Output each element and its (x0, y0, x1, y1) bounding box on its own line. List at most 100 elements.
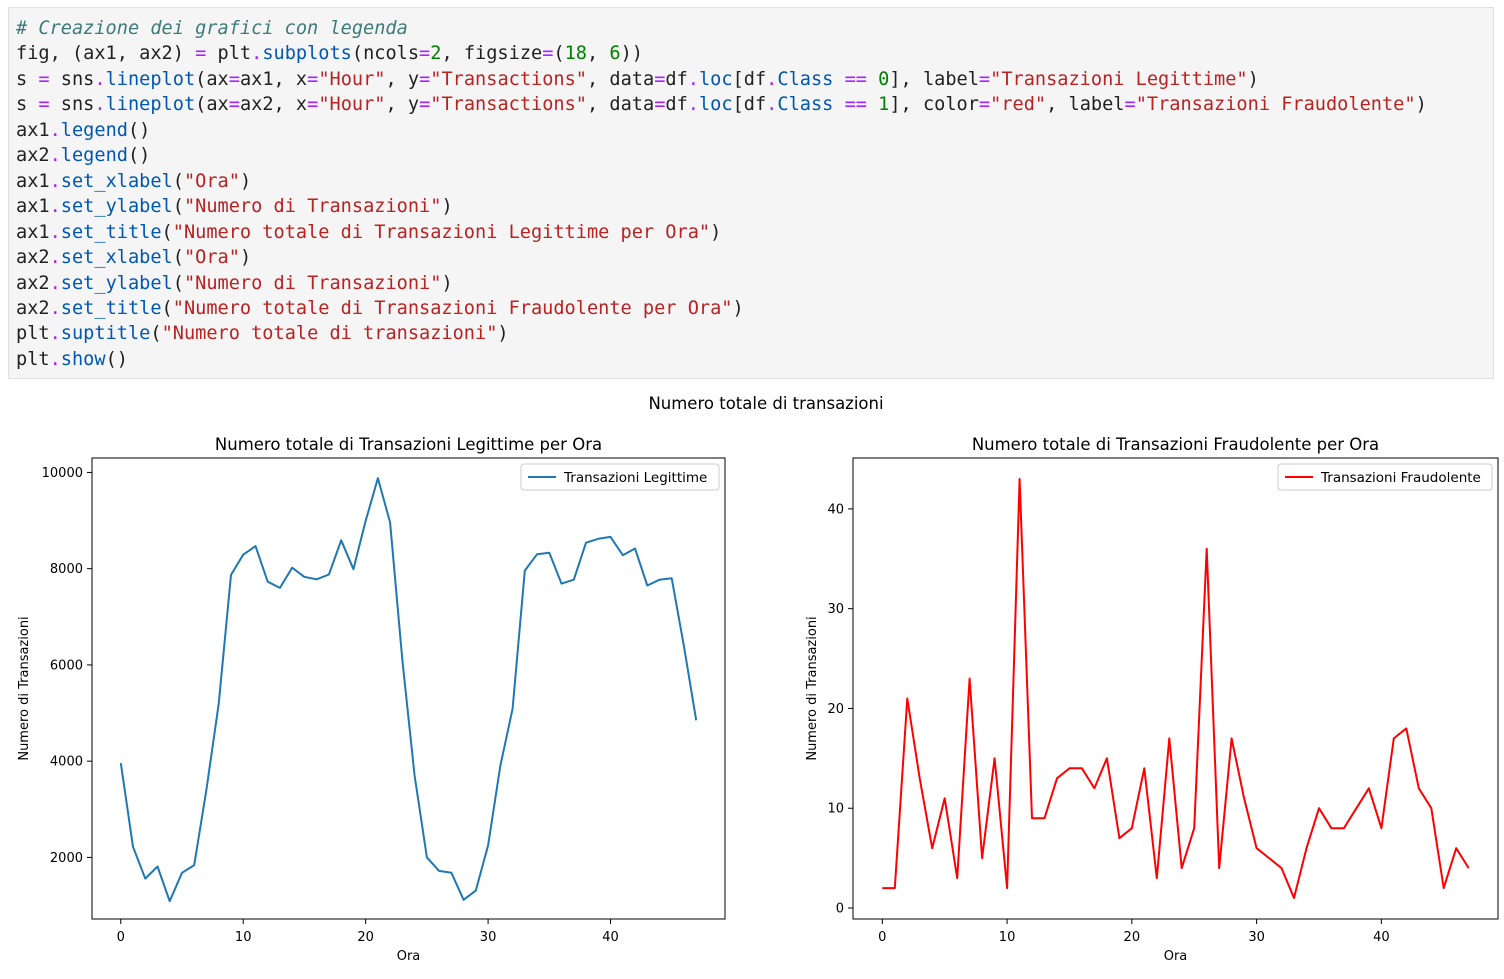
code-token: lineplot (105, 94, 196, 116)
code-token: ( (161, 221, 173, 243)
code-token: = (654, 68, 666, 90)
data-point (1467, 867, 1469, 869)
code-token: "Numero totale di Transazioni Fraudolent… (172, 297, 733, 319)
code-token: , (587, 43, 610, 65)
data-point (426, 856, 428, 858)
code-token: ( (172, 170, 184, 192)
code-token: = (307, 94, 319, 116)
code-token: , y (385, 94, 420, 116)
code-token: loc (698, 94, 733, 116)
code-token: . (49, 196, 61, 218)
code-token: (ax (195, 68, 229, 90)
data-point (181, 872, 183, 874)
code-token: "Ora" (183, 170, 240, 192)
code-token: set_ylabel (60, 196, 173, 218)
code-token: "Numero di Transazioni" (183, 272, 442, 294)
data-point (1006, 887, 1008, 889)
x-tick-label: 20 (1124, 930, 1141, 945)
data-point (881, 887, 883, 889)
x-tick-label: 30 (1248, 930, 1265, 945)
code-token: . (94, 94, 106, 116)
data-point (683, 645, 685, 647)
code-token: ( (172, 272, 184, 294)
code-token: "Numero totale di Transazioni Legittime … (172, 221, 711, 243)
y-tick-label: 2000 (50, 851, 83, 866)
data-point (1343, 827, 1345, 829)
code-token: () (105, 348, 128, 370)
code-line: plt.show() (16, 347, 128, 372)
data-point (931, 847, 933, 849)
code-token: ax1, x (239, 68, 308, 90)
data-point (315, 578, 317, 580)
data-point (242, 554, 244, 556)
data-point (1043, 817, 1045, 819)
code-line: ax1.legend() (16, 118, 150, 143)
code-line: s = sns.lineplot(ax=ax1, x="Hour", y="Tr… (16, 67, 1259, 92)
legend-box (520, 463, 720, 491)
legend-label: Transazioni Legittime (563, 470, 707, 486)
data-point (548, 552, 550, 554)
data-point (364, 520, 366, 522)
code-token: , data (587, 94, 655, 116)
data-point (487, 844, 489, 846)
legend: Transazioni Fraudolente (1277, 463, 1493, 491)
y-tick-label: 10000 (42, 466, 83, 481)
code-token: ], color (889, 94, 979, 116)
x-axis-label: Ora (397, 949, 421, 964)
code-token: # Creazione dei grafici con legenda (16, 18, 408, 39)
data-point (254, 545, 256, 547)
legend-label: Transazioni Fraudolente (1320, 470, 1481, 486)
data-point (634, 547, 636, 549)
code-token: subplots (262, 43, 352, 65)
series-line (882, 478, 1470, 899)
code-token (867, 69, 878, 90)
y-tick-label: 6000 (50, 658, 83, 673)
code-token: = (1124, 94, 1136, 116)
code-token: . (49, 272, 61, 294)
code-token: "Transactions" (430, 94, 588, 116)
data-point (1418, 787, 1420, 789)
code-token: 18 (564, 43, 587, 65)
code-token: . (687, 94, 699, 116)
code-line: s = sns.lineplot(ax=ax2, x="Hour", y="Tr… (16, 92, 1427, 117)
code-token: . (94, 68, 106, 90)
code-token: 6 (609, 43, 621, 65)
code-token: (ax (195, 94, 229, 116)
data-point (658, 579, 660, 581)
y-axis-label: Numero di Transazioni (17, 616, 32, 760)
code-token: ax2 (16, 247, 50, 269)
code-token: sns (49, 68, 95, 90)
code-token: legend (60, 119, 128, 141)
code-token: "Hour" (318, 94, 386, 116)
x-tick-label: 10 (999, 930, 1016, 945)
x-axis-label: Ora (1164, 949, 1188, 964)
data-point (560, 582, 562, 584)
code-cell[interactable]: # Creazione dei grafici con legenda fig, … (8, 7, 1494, 379)
data-point (609, 536, 611, 538)
data-point (1143, 767, 1145, 769)
chart-title: Numero totale di Transazioni Fraudolente… (972, 435, 1379, 454)
code-token: ) (1247, 68, 1259, 90)
data-point (1056, 777, 1058, 779)
data-point (597, 538, 599, 540)
code-token: set_xlabel (60, 247, 173, 269)
code-token (833, 69, 844, 90)
code-token: = (195, 43, 207, 65)
x-tick-label: 10 (235, 930, 252, 945)
code-token: = (228, 68, 240, 90)
legend-box (1277, 463, 1493, 491)
code-token: ax2 (16, 272, 50, 294)
code-token: set_title (60, 221, 162, 243)
data-point (1455, 847, 1457, 849)
code-token: . (687, 68, 699, 90)
data-point (132, 846, 134, 848)
data-point (144, 877, 146, 879)
y-tick-label: 4000 (50, 755, 83, 770)
code-token: ax2 (16, 297, 50, 319)
code-token: . (766, 68, 778, 90)
data-point (120, 762, 122, 764)
data-point (340, 539, 342, 541)
code-token: . (49, 145, 61, 167)
data-point (1430, 807, 1432, 809)
code-token: loc (698, 68, 733, 90)
